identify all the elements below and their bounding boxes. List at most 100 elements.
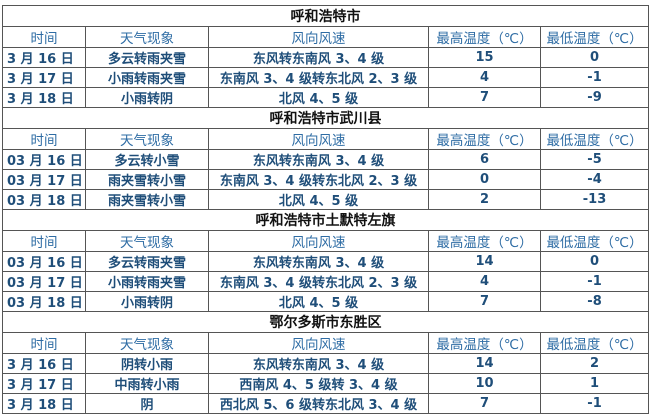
- cell-date: 03 月 18 日: [2, 189, 86, 210]
- cell-date: 03 月 17 日: [2, 271, 86, 292]
- section-title: 呼和浩特市武川县: [1, 107, 650, 129]
- cell-max-temp: 4: [428, 67, 541, 88]
- cell-date: 3 月 17 日: [2, 373, 86, 394]
- cell-weather: 小雨转阴: [85, 87, 209, 108]
- cell-date: 3 月 18 日: [2, 393, 86, 414]
- cell-wind: 东南风 3、4 级转东北风 2、3 级: [208, 169, 429, 190]
- cell-max-temp: 6: [428, 149, 541, 170]
- cell-min-temp: -1: [539, 271, 650, 292]
- cell-weather: 小雨转阴: [85, 291, 209, 312]
- column-header-min-temp: 最低温度（℃）: [539, 26, 650, 48]
- cell-min-temp: -9: [539, 87, 650, 108]
- table-row: 03 月 16 日多云转雨夹雪 东风转东南风 3、4 级 14 0: [2, 251, 650, 272]
- column-header-date: 时间: [2, 128, 86, 150]
- table-row: 03 月 16 日多云转小雪 东风转东南风 3、4 级 6 -5: [2, 149, 650, 170]
- header-row: 时间 天气现象 风向风速 最高温度（℃） 最低温度（℃）: [2, 332, 650, 354]
- section-title-row: 呼和浩特市武川县: [1, 107, 650, 129]
- weather-forecast-table: 呼和浩特市 时间 天气现象 风向风速 最高温度（℃） 最低温度（℃） 3 月 16 日多云转…: [1, 5, 650, 414]
- cell-date: 3 月 17 日: [2, 67, 86, 88]
- table-row: 3 月 18 日阴西北风 5、6 级转东北风 3、4 级 7 -1: [2, 393, 650, 414]
- cell-max-temp: 14: [428, 251, 541, 272]
- cell-min-temp: -5: [539, 149, 650, 170]
- cell-wind: 北风 4、5 级: [208, 291, 429, 312]
- cell-wind: 北风 4、5 级: [208, 189, 429, 210]
- cell-weather: 阴: [85, 393, 209, 414]
- cell-min-temp: -4: [539, 169, 650, 190]
- cell-weather: 多云转小雪: [85, 149, 209, 170]
- section-title-row: 呼和浩特市土默特左旗: [1, 209, 650, 231]
- section-title-row: 呼和浩特市: [1, 5, 650, 27]
- table-row: 03 月 18 日小雨转阴 北风 4、5 级 7 -8: [2, 291, 650, 312]
- column-header-min-temp: 最低温度（℃）: [539, 332, 650, 354]
- table-row: 3 月 18 日小雨转阴 北风 4、5 级 7 -9: [2, 87, 650, 108]
- header-row: 时间 天气现象 风向风速 最高温度（℃） 最低温度（℃）: [2, 230, 650, 252]
- column-header-weather: 天气现象: [85, 230, 209, 252]
- cell-min-temp: 1: [539, 373, 650, 394]
- cell-weather: 多云转雨夹雪: [85, 47, 209, 68]
- cell-date: 03 月 16 日: [2, 149, 86, 170]
- column-header-date: 时间: [2, 332, 86, 354]
- table-row: 3 月 16 日多云转雨夹雪 东风转东南风 3、4 级 15 0: [2, 47, 650, 68]
- column-header-weather: 天气现象: [85, 332, 209, 354]
- column-header-max-temp: 最高温度（℃）: [428, 332, 541, 354]
- cell-wind: 北风 4、5 级: [208, 87, 429, 108]
- cell-date: 03 月 16 日: [2, 251, 86, 272]
- cell-max-temp: 0: [428, 169, 541, 190]
- cell-date: 3 月 16 日: [2, 47, 86, 68]
- cell-max-temp: 7: [428, 87, 541, 108]
- table-row: 3 月 17 日小雨转雨夹雪 东南风 3、4 级转东北风 2、3 级 4 -1: [2, 67, 650, 88]
- cell-max-temp: 2: [428, 189, 541, 210]
- column-header-wind: 风向风速: [208, 230, 429, 252]
- weather-forecast-table-container: 呼和浩特市 时间 天气现象 风向风速 最高温度（℃） 最低温度（℃） 3 月 16 日多云转…: [1, 5, 650, 414]
- column-header-date: 时间: [2, 230, 86, 252]
- section-title-row: 鄂尔多斯市东胜区: [1, 311, 650, 333]
- column-header-weather: 天气现象: [85, 26, 209, 48]
- table-row: 3 月 16 日阴转小雨 东风转东南风 3、4 级 14 2: [2, 353, 650, 374]
- cell-date: 03 月 18 日: [2, 291, 86, 312]
- cell-min-temp: 2: [539, 353, 650, 374]
- cell-max-temp: 7: [428, 393, 541, 414]
- table-row: 03 月 17 日雨夹雪转小雪 东南风 3、4 级转东北风 2、3 级 0 -4: [2, 169, 650, 190]
- section-title: 鄂尔多斯市东胜区: [1, 311, 650, 333]
- cell-min-temp: 0: [539, 251, 650, 272]
- section-title: 呼和浩特市: [1, 5, 650, 27]
- column-header-wind: 风向风速: [208, 332, 429, 354]
- cell-min-temp: -8: [539, 291, 650, 312]
- cell-weather: 小雨转雨夹雪: [85, 271, 209, 292]
- cell-wind: 西南风 4、5 级转 3、4 级: [208, 373, 429, 394]
- table-row: 03 月 17 日小雨转雨夹雪 东南风 3、4 级转东北风 2、3 级 4 -1: [2, 271, 650, 292]
- cell-date: 03 月 17 日: [2, 169, 86, 190]
- cell-min-temp: -1: [539, 67, 650, 88]
- header-row: 时间 天气现象 风向风速 最高温度（℃） 最低温度（℃）: [2, 128, 650, 150]
- cell-wind: 东南风 3、4 级转东北风 2、3 级: [208, 67, 429, 88]
- table-row: 03 月 18 日雨夹雪转小雪 北风 4、5 级 2 -13: [2, 189, 650, 210]
- column-header-wind: 风向风速: [208, 128, 429, 150]
- cell-weather: 中雨转小雨: [85, 373, 209, 394]
- table-row: 3 月 17 日中雨转小雨 西南风 4、5 级转 3、4 级 10 1: [2, 373, 650, 394]
- cell-wind: 东风转东南风 3、4 级: [208, 47, 429, 68]
- column-header-min-temp: 最低温度（℃）: [539, 230, 650, 252]
- cell-weather: 阴转小雨: [85, 353, 209, 374]
- cell-wind: 西北风 5、6 级转东北风 3、4 级: [208, 393, 429, 414]
- cell-weather: 小雨转雨夹雪: [85, 67, 209, 88]
- section-title: 呼和浩特市土默特左旗: [1, 209, 650, 231]
- column-header-wind: 风向风速: [208, 26, 429, 48]
- cell-weather: 雨夹雪转小雪: [85, 169, 209, 190]
- column-header-max-temp: 最高温度（℃）: [428, 26, 541, 48]
- cell-max-temp: 14: [428, 353, 541, 374]
- table-body: 呼和浩特市 时间 天气现象 风向风速 最高温度（℃） 最低温度（℃） 3 月 16 日多云转…: [1, 5, 650, 414]
- cell-min-temp: -13: [539, 189, 650, 210]
- cell-max-temp: 15: [428, 47, 541, 68]
- cell-wind: 东风转东南风 3、4 级: [208, 251, 429, 272]
- cell-date: 3 月 16 日: [2, 353, 86, 374]
- header-row: 时间 天气现象 风向风速 最高温度（℃） 最低温度（℃）: [2, 26, 650, 48]
- column-header-max-temp: 最高温度（℃）: [428, 128, 541, 150]
- column-header-max-temp: 最高温度（℃）: [428, 230, 541, 252]
- cell-wind: 东风转东南风 3、4 级: [208, 353, 429, 374]
- cell-max-temp: 4: [428, 271, 541, 292]
- cell-weather: 雨夹雪转小雪: [85, 189, 209, 210]
- cell-wind: 东风转东南风 3、4 级: [208, 149, 429, 170]
- column-header-date: 时间: [2, 26, 86, 48]
- cell-date: 3 月 18 日: [2, 87, 86, 108]
- cell-max-temp: 10: [428, 373, 541, 394]
